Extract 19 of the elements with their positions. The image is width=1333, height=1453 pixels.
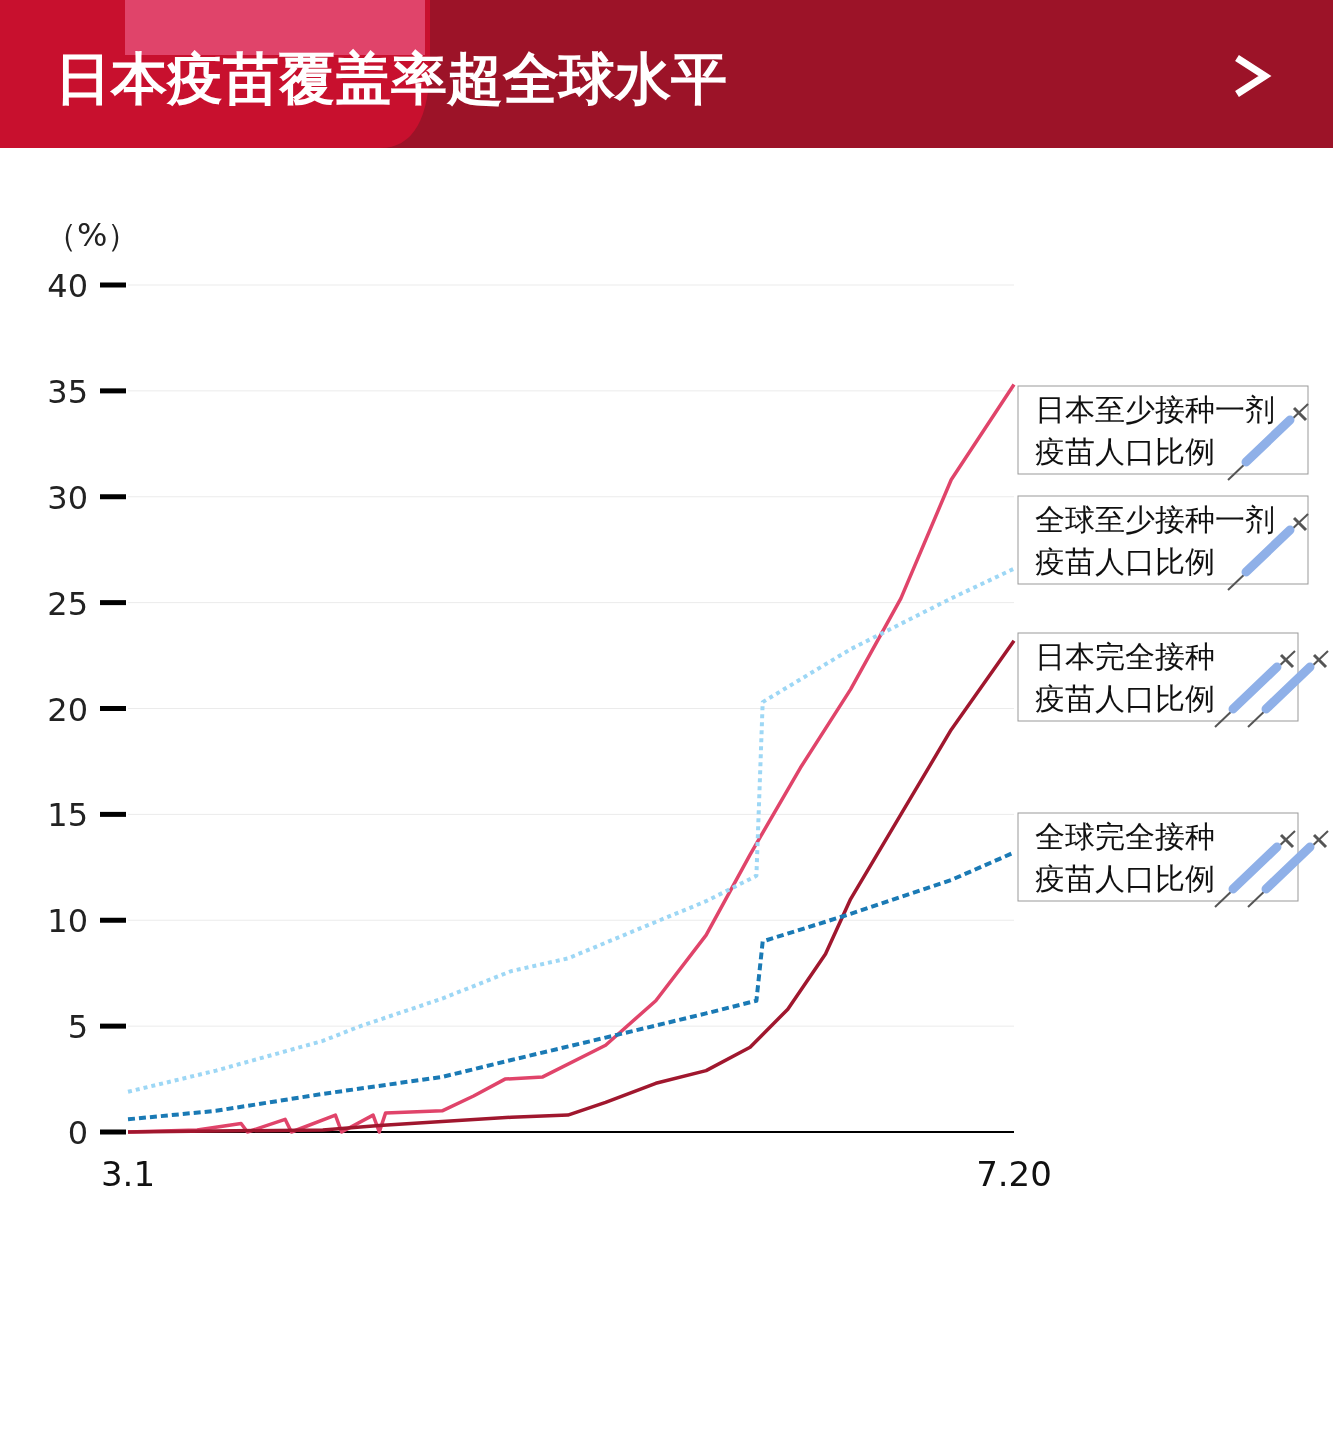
y-tick-label: 30 <box>47 478 88 517</box>
series-label: 全球至少接种一剂疫苗人口比例 <box>1035 502 1275 579</box>
y-tick-label: 40 <box>47 267 88 305</box>
y-tick-label: 35 <box>47 372 88 411</box>
x-tick-label: 7.20 <box>976 1154 1052 1194</box>
line-series <box>126 566 1016 1094</box>
y-tick-label: 15 <box>47 796 88 835</box>
line-series <box>126 638 1016 1134</box>
y-tick-label: 20 <box>47 690 88 729</box>
y-tick-label: 10 <box>47 902 88 941</box>
y-tick-label: 25 <box>47 584 88 623</box>
series-label: 日本完全接种疫苗人口比例 <box>1035 639 1215 716</box>
series-label: 日本至少接种一剂疫苗人口比例 <box>1035 392 1275 469</box>
y-axis-title: （%） <box>45 216 140 254</box>
series-label: 全球完全接种疫苗人口比例 <box>1035 819 1215 896</box>
chart-title: 日本疫苗覆盖率超全球水平 <box>55 46 727 111</box>
x-tick-label: 3.1 <box>100 1154 156 1194</box>
y-tick-label: 0 <box>67 1114 88 1152</box>
y-tick-label: 5 <box>67 1008 88 1047</box>
